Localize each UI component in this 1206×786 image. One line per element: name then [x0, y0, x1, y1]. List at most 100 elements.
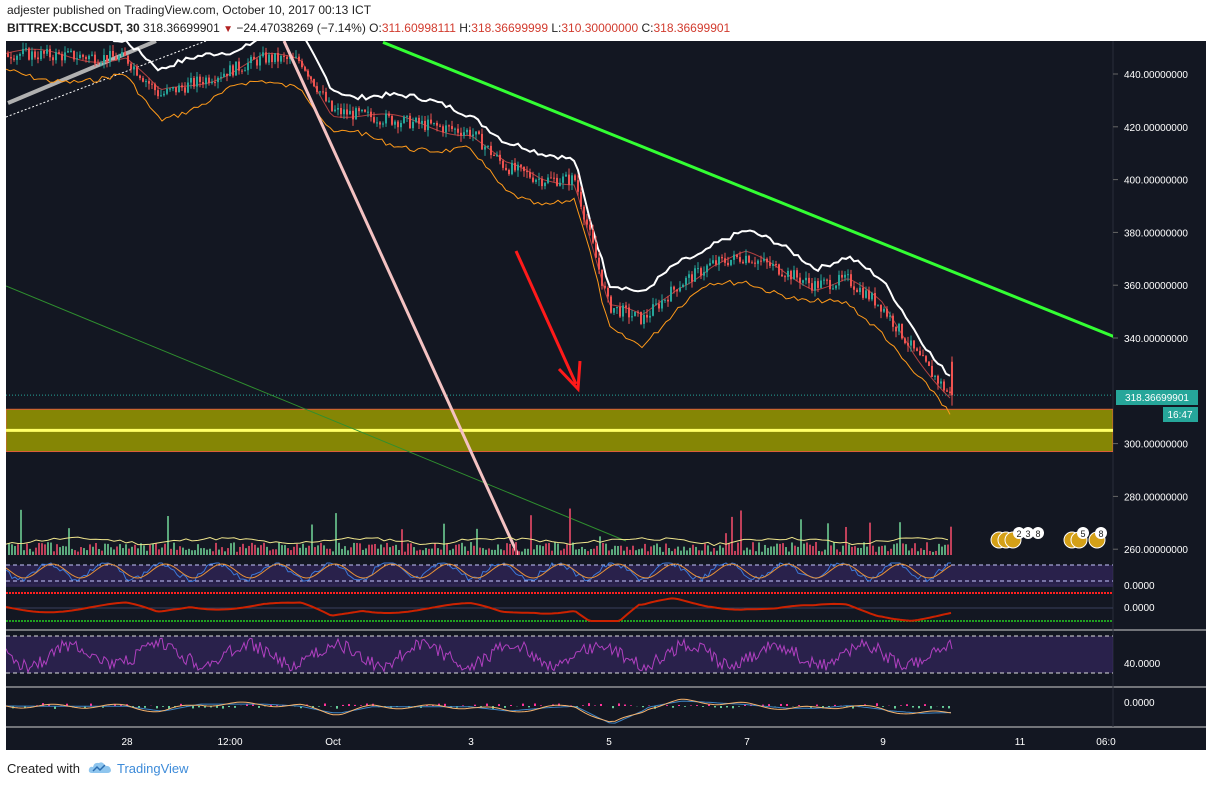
- volume-bar: [578, 549, 580, 555]
- volume-bar: [320, 542, 322, 555]
- volume-bar: [884, 545, 886, 555]
- rsi-panel: [5, 635, 1113, 674]
- high-label: H:: [459, 21, 472, 35]
- time-axis[interactable]: 28 12:00 Oct 3 5 7 9 11 06:0: [121, 737, 1116, 748]
- candle-body: [199, 76, 201, 83]
- macd-histogram-bar: [900, 705, 902, 706]
- volume-bar: [914, 543, 916, 555]
- candle-body: [67, 51, 69, 53]
- events-group-1[interactable]: 2 3 8: [990, 527, 1044, 549]
- volume-bar: [8, 543, 10, 555]
- candle-body: [508, 169, 510, 175]
- candle-body: [646, 314, 648, 318]
- volume-bar: [596, 545, 598, 555]
- volume-bar: [146, 550, 148, 555]
- volume-bar: [116, 546, 118, 555]
- volume-bar: [41, 543, 43, 555]
- volume-bar: [284, 545, 286, 555]
- candle-body: [814, 281, 816, 291]
- macd-histogram-bar: [780, 703, 782, 706]
- candle-body: [724, 258, 726, 263]
- candle-body: [445, 125, 447, 133]
- candle-body: [688, 274, 690, 278]
- candle-body: [10, 57, 12, 59]
- candle-body: [514, 162, 516, 171]
- candle-body: [394, 121, 396, 125]
- chart-canvas[interactable]: 440.00000000420.00000000400.00000000380.…: [5, 41, 1206, 750]
- volume-bar: [23, 550, 25, 555]
- tradingview-brand-link[interactable]: TradingView: [117, 761, 189, 776]
- volume-bar: [761, 551, 763, 555]
- candle-body: [808, 277, 810, 284]
- volume-bar: [848, 544, 850, 555]
- grey-trendline: [7, 41, 157, 105]
- candle-body: [613, 308, 615, 313]
- volume-bar: [80, 546, 82, 555]
- macd-histogram-bar: [480, 706, 482, 707]
- macd-histogram-bar: [120, 704, 122, 706]
- volume-bar: [767, 547, 769, 555]
- macd-histogram-bar: [744, 704, 746, 706]
- volume-bar: [929, 550, 931, 555]
- chart-area[interactable]: 440.00000000 420.00000000 400.00000000 380.…: [5, 41, 1206, 750]
- candle-body: [250, 56, 252, 64]
- volume-bar: [314, 547, 316, 555]
- candle-body: [880, 304, 882, 312]
- macd-histogram-bar: [948, 706, 950, 709]
- candle-body: [427, 119, 429, 131]
- volume-bar: [56, 544, 58, 555]
- candle-body: [184, 87, 186, 93]
- volume-bar: [107, 543, 109, 555]
- volume-bar: [155, 543, 157, 555]
- candle-body: [892, 315, 894, 327]
- volume-bar: [125, 544, 127, 555]
- rsi-line: [5, 637, 953, 674]
- countdown-label: 16:47: [1167, 410, 1192, 421]
- candle-body: [247, 63, 249, 71]
- volume-bar: [473, 545, 475, 555]
- oscillator-panel: [5, 592, 1113, 622]
- volume-bar: [788, 551, 790, 555]
- macd-histogram-bar: [156, 706, 158, 709]
- macd-histogram-bar: [588, 703, 590, 706]
- candle-body: [772, 263, 774, 266]
- candle-body: [106, 55, 108, 62]
- volume-bar: [908, 550, 910, 555]
- candle-body: [742, 261, 744, 264]
- candle-body: [703, 272, 705, 276]
- candle-body: [571, 175, 573, 185]
- macd-histogram-bar: [348, 704, 350, 706]
- price-axis[interactable]: 440.00000000 420.00000000 400.00000000 380.…: [1113, 70, 1188, 556]
- last-price: 318.36699901: [143, 21, 220, 35]
- volume-bar: [26, 543, 28, 555]
- macd-signal-line: [5, 698, 952, 723]
- price-tick-label: 280.00000000: [1124, 492, 1188, 503]
- candle-body: [628, 307, 630, 318]
- candle-body: [481, 133, 483, 150]
- volume-bar: [377, 548, 379, 555]
- events-group-2[interactable]: 5 8: [1063, 527, 1107, 549]
- candle-body: [19, 54, 21, 56]
- candle-body: [832, 288, 834, 290]
- volume-bar: [521, 551, 523, 555]
- candle-body: [754, 262, 756, 264]
- macd-histogram-bar: [834, 704, 836, 706]
- volume-bar: [641, 548, 643, 555]
- volume-bar: [425, 547, 427, 555]
- candle-body: [316, 86, 318, 93]
- candle-body: [178, 85, 180, 93]
- volume-bar: [335, 513, 337, 555]
- publisher-name[interactable]: adjester: [7, 3, 50, 17]
- candle-body: [136, 66, 138, 76]
- candle-body: [154, 84, 156, 91]
- candle-body: [112, 50, 114, 57]
- macd-histogram-bar: [714, 706, 716, 708]
- volume-bar: [506, 543, 508, 555]
- candle-body: [580, 191, 582, 207]
- price-tick-label: 360.00000000: [1124, 281, 1188, 292]
- volume-bar: [536, 544, 538, 555]
- price-panel[interactable]: [6, 41, 1137, 555]
- low-label: L:: [551, 21, 562, 35]
- volume-bar: [332, 551, 334, 555]
- stoch-axis-label: 0.0000: [1124, 581, 1155, 592]
